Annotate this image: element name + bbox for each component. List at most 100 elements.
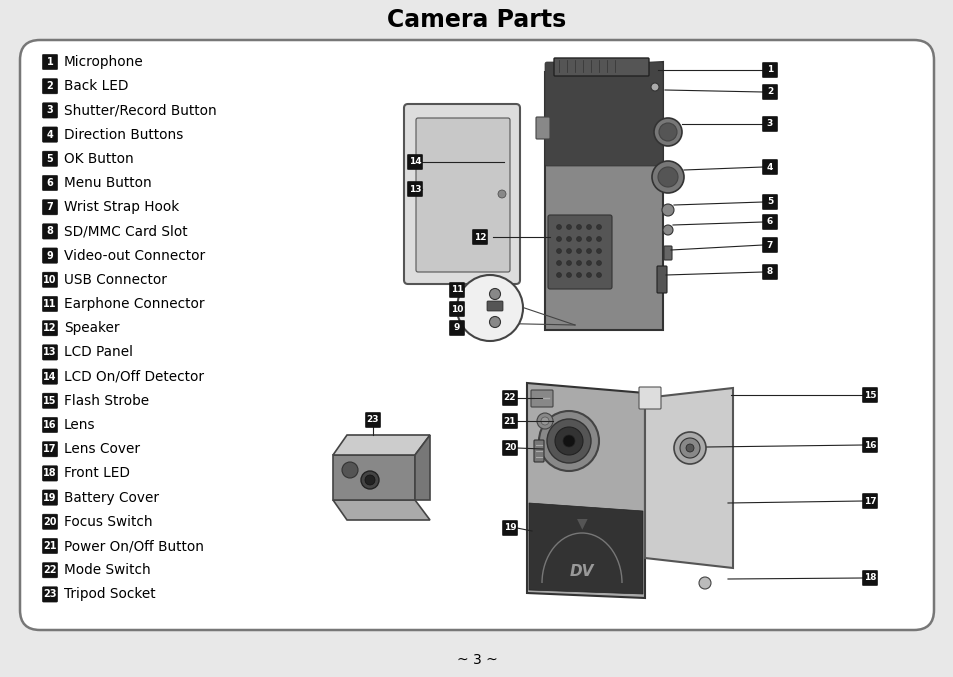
Text: Mode Switch: Mode Switch: [64, 563, 151, 577]
FancyBboxPatch shape: [42, 200, 57, 215]
Text: Direction Buttons: Direction Buttons: [64, 127, 183, 141]
FancyBboxPatch shape: [761, 215, 777, 230]
Text: 4: 4: [766, 162, 772, 171]
FancyBboxPatch shape: [486, 301, 502, 311]
Circle shape: [540, 417, 548, 425]
Text: 15: 15: [43, 396, 56, 406]
FancyBboxPatch shape: [42, 417, 57, 433]
Text: 23: 23: [366, 416, 379, 424]
FancyBboxPatch shape: [449, 320, 464, 336]
Circle shape: [658, 167, 678, 187]
Text: 1: 1: [47, 57, 53, 67]
Text: 21: 21: [503, 416, 516, 426]
Polygon shape: [644, 388, 732, 568]
FancyBboxPatch shape: [502, 521, 517, 536]
Text: Microphone: Microphone: [64, 55, 144, 69]
Text: 7: 7: [766, 240, 772, 250]
Text: 14: 14: [43, 372, 56, 382]
Text: 3: 3: [766, 120, 772, 129]
Text: ▼: ▼: [576, 516, 587, 530]
FancyBboxPatch shape: [862, 494, 877, 508]
Text: OK Button: OK Button: [64, 152, 133, 166]
FancyBboxPatch shape: [536, 117, 550, 139]
Text: Shutter/Record Button: Shutter/Record Button: [64, 104, 216, 117]
FancyBboxPatch shape: [502, 391, 517, 406]
Text: 18: 18: [862, 573, 876, 582]
Circle shape: [596, 236, 601, 242]
FancyBboxPatch shape: [639, 387, 660, 409]
Text: Battery Cover: Battery Cover: [64, 491, 159, 504]
Text: 16: 16: [862, 441, 876, 450]
Text: 2: 2: [47, 81, 53, 91]
Text: 13: 13: [43, 347, 56, 357]
Circle shape: [556, 225, 561, 230]
FancyBboxPatch shape: [42, 490, 57, 505]
Text: USB Connector: USB Connector: [64, 273, 167, 287]
Text: 7: 7: [47, 202, 53, 212]
FancyBboxPatch shape: [544, 62, 662, 166]
Circle shape: [538, 411, 598, 471]
Circle shape: [562, 435, 575, 447]
Text: 14: 14: [408, 158, 421, 167]
Circle shape: [586, 225, 591, 230]
FancyBboxPatch shape: [657, 266, 666, 293]
Circle shape: [654, 118, 681, 146]
Text: Wrist Strap Hook: Wrist Strap Hook: [64, 200, 179, 214]
Circle shape: [556, 261, 561, 265]
Circle shape: [651, 161, 683, 193]
Polygon shape: [526, 383, 644, 598]
Text: Video-out Connector: Video-out Connector: [64, 248, 205, 263]
Circle shape: [699, 577, 710, 589]
Text: 1: 1: [766, 66, 772, 74]
Circle shape: [586, 273, 591, 278]
FancyBboxPatch shape: [42, 175, 57, 191]
Circle shape: [456, 275, 522, 341]
Circle shape: [576, 248, 581, 253]
FancyBboxPatch shape: [42, 587, 57, 602]
FancyBboxPatch shape: [761, 85, 777, 100]
FancyBboxPatch shape: [42, 514, 57, 529]
Circle shape: [659, 123, 677, 141]
Circle shape: [576, 236, 581, 242]
Text: Back LED: Back LED: [64, 79, 129, 93]
Text: 9: 9: [454, 324, 459, 332]
Text: LCD Panel: LCD Panel: [64, 345, 132, 359]
Circle shape: [596, 248, 601, 253]
Circle shape: [576, 225, 581, 230]
Text: 2: 2: [766, 87, 772, 97]
FancyBboxPatch shape: [472, 230, 487, 244]
FancyBboxPatch shape: [42, 393, 57, 408]
Text: 19: 19: [503, 523, 516, 533]
Text: 16: 16: [43, 420, 56, 430]
FancyBboxPatch shape: [761, 159, 777, 175]
FancyBboxPatch shape: [761, 194, 777, 210]
Text: Lens: Lens: [64, 418, 95, 432]
Text: Tripod Socket: Tripod Socket: [64, 588, 155, 601]
Circle shape: [489, 317, 500, 328]
Text: 15: 15: [862, 391, 876, 399]
Circle shape: [596, 261, 601, 265]
FancyBboxPatch shape: [42, 466, 57, 481]
Circle shape: [586, 261, 591, 265]
FancyBboxPatch shape: [42, 369, 57, 385]
Text: 13: 13: [408, 185, 421, 194]
Text: Lens Cover: Lens Cover: [64, 442, 140, 456]
FancyBboxPatch shape: [862, 570, 877, 586]
FancyBboxPatch shape: [365, 412, 380, 428]
Polygon shape: [544, 62, 662, 330]
Circle shape: [556, 248, 561, 253]
Text: Speaker: Speaker: [64, 321, 119, 335]
Text: 22: 22: [503, 393, 516, 403]
Text: Power On/Off Button: Power On/Off Button: [64, 539, 204, 553]
FancyBboxPatch shape: [403, 104, 519, 284]
FancyBboxPatch shape: [449, 282, 464, 298]
FancyBboxPatch shape: [862, 437, 877, 453]
FancyBboxPatch shape: [42, 345, 57, 360]
Polygon shape: [415, 435, 430, 500]
FancyBboxPatch shape: [20, 40, 933, 630]
Text: 6: 6: [766, 217, 772, 227]
Text: Camera Parts: Camera Parts: [387, 8, 566, 32]
FancyBboxPatch shape: [449, 301, 464, 317]
Text: 10: 10: [43, 275, 56, 285]
Circle shape: [566, 225, 571, 230]
